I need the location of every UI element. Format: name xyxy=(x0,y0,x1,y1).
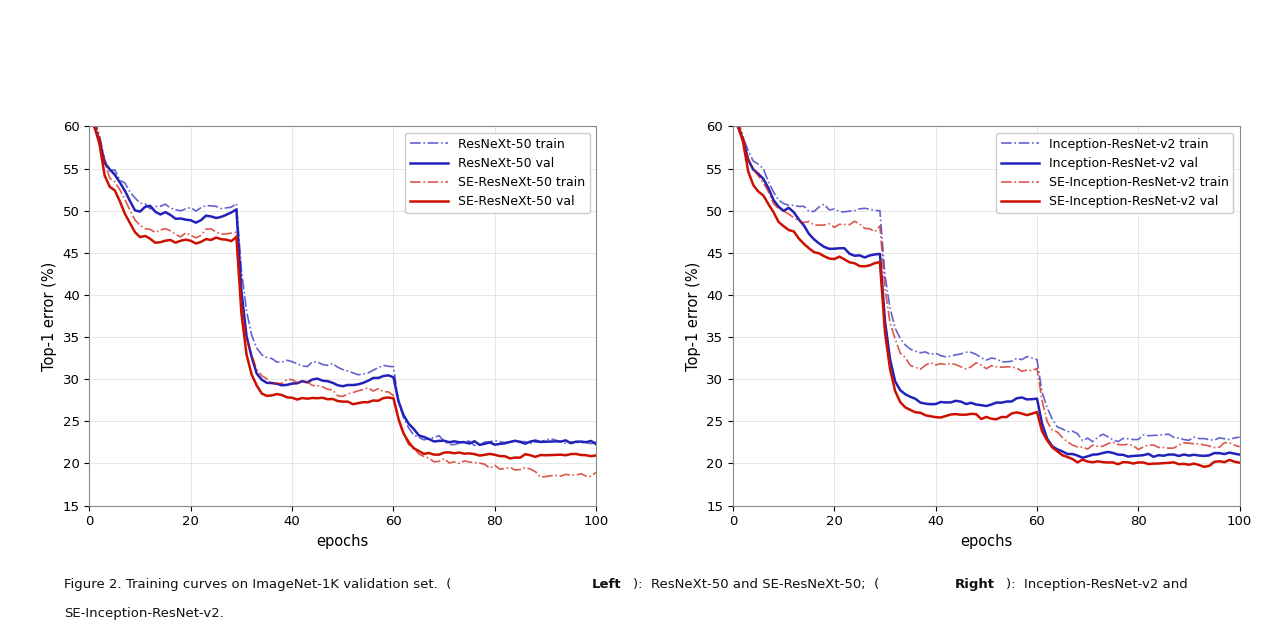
Text: Right: Right xyxy=(955,578,994,592)
Text: Left: Left xyxy=(592,578,621,592)
Legend: Inception-ResNet-v2 train, Inception-ResNet-v2 val, SE-Inception-ResNet-v2 train: Inception-ResNet-v2 train, Inception-Res… xyxy=(996,133,1233,214)
X-axis label: epochs: epochs xyxy=(317,534,369,549)
Y-axis label: Top-1 error (%): Top-1 error (%) xyxy=(42,262,58,370)
Text: Figure 2. Training curves on ImageNet-1K validation set.  (: Figure 2. Training curves on ImageNet-1K… xyxy=(64,578,451,592)
Y-axis label: Top-1 error (%): Top-1 error (%) xyxy=(686,262,700,370)
Text: ):  Inception-ResNet-v2 and: ): Inception-ResNet-v2 and xyxy=(1006,578,1189,592)
Legend: ResNeXt-50 train, ResNeXt-50 val, SE-ResNeXt-50 train, SE-ResNeXt-50 val: ResNeXt-50 train, ResNeXt-50 val, SE-Res… xyxy=(405,133,590,214)
X-axis label: epochs: epochs xyxy=(960,534,1012,549)
Text: SE-Inception-ResNet-v2.: SE-Inception-ResNet-v2. xyxy=(64,607,224,620)
Text: ):  ResNeXt-50 and SE-ResNeXt-50;  (: ): ResNeXt-50 and SE-ResNeXt-50; ( xyxy=(633,578,879,592)
